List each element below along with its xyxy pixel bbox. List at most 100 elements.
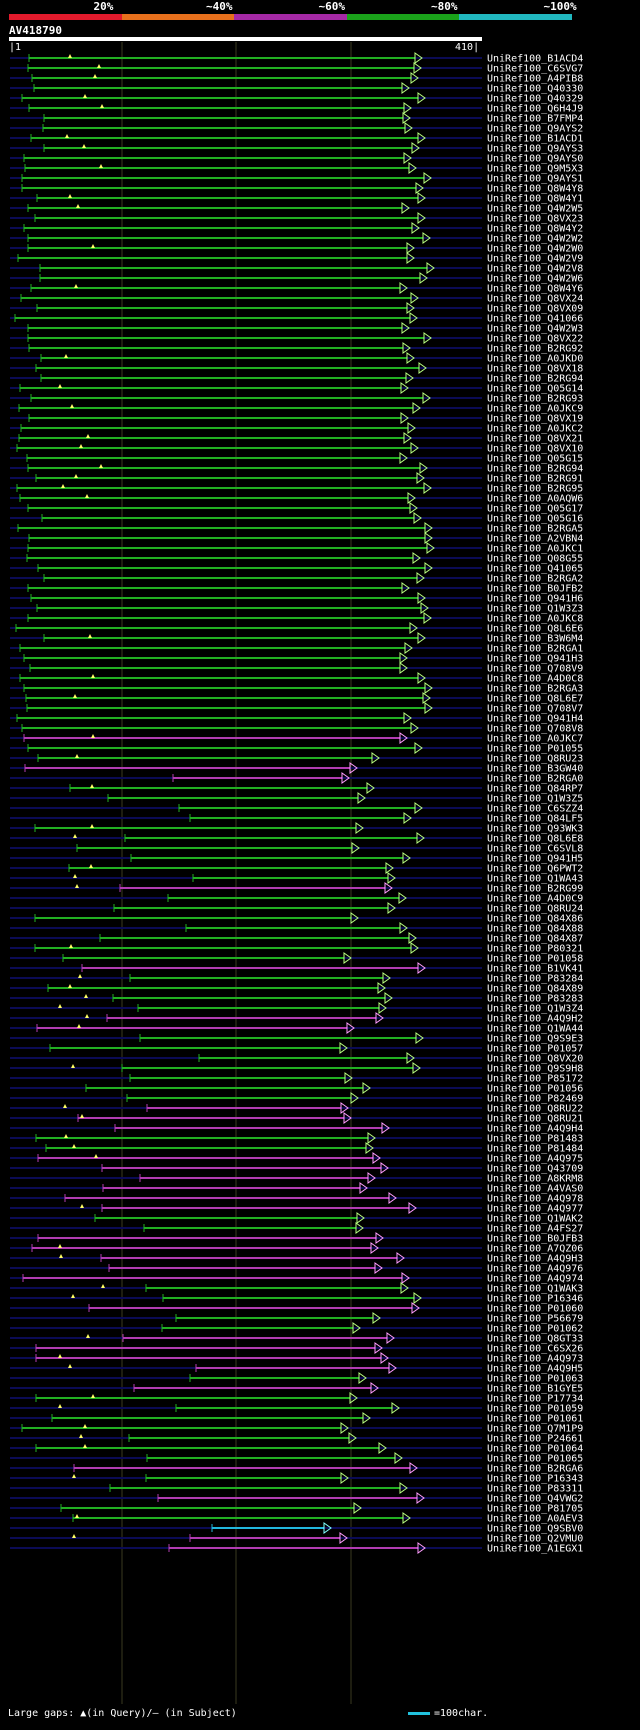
hit-row[interactable]: UniRef100_P80321 [10,942,583,955]
hit-row[interactable]: UniRef100_P82469 [10,1092,583,1105]
hit-row[interactable]: UniRef100_Q8VX19 [10,412,583,425]
hit-row[interactable]: UniRef100_Q4W2W6 [10,272,583,285]
hit-label[interactable]: UniRef100_P81484 [487,1144,583,1155]
hit-label[interactable]: UniRef100_Q84X86 [487,914,583,925]
hit-label[interactable]: UniRef100_Q1WA44 [487,1024,583,1035]
hit-label[interactable]: UniRef100_P17734 [487,1394,583,1405]
hit-row[interactable]: UniRef100_P01064 [10,1442,583,1455]
hit-row[interactable]: UniRef100_Q9AYS3 [10,142,583,155]
hit-label[interactable]: UniRef100_A0JKC7 [487,734,583,745]
hit-label[interactable]: UniRef100_B3W6M4 [487,634,583,645]
hit-row[interactable]: UniRef100_A4VAS0 [10,1182,583,1195]
hit-row[interactable]: UniRef100_P24661 [10,1432,583,1445]
hit-row[interactable]: UniRef100_A4D0C9 [10,892,583,905]
hit-label[interactable]: UniRef100_Q4VWG2 [487,1494,583,1505]
hit-row[interactable]: UniRef100_Q9AYS0 [10,152,583,165]
hit-row[interactable]: UniRef100_Q8L6E7 [10,692,583,705]
hit-row[interactable]: UniRef100_Q8RU23 [10,752,583,765]
hit-label[interactable]: UniRef100_B1ACD4 [487,54,583,65]
hit-row[interactable]: UniRef100_B7FMP4 [10,112,583,125]
hit-label[interactable]: UniRef100_B2RGA3 [487,684,583,695]
hit-row[interactable]: UniRef100_B1GYE5 [10,1382,583,1395]
hit-row[interactable]: UniRef100_Q40329 [10,92,583,105]
hit-label[interactable]: UniRef100_Q8W4Y8 [487,184,583,195]
hit-row[interactable]: UniRef100_B3GW40 [10,762,583,775]
hit-row[interactable]: UniRef100_Q8VX21 [10,432,583,445]
hit-row[interactable]: UniRef100_P01058 [10,952,583,965]
hit-label[interactable]: UniRef100_Q8VX24 [487,294,583,305]
hit-row[interactable]: UniRef100_Q2VMU0 [10,1532,583,1545]
hit-label[interactable]: UniRef100_Q1WA43 [487,874,583,885]
hit-row[interactable]: UniRef100_Q8VX10 [10,442,583,455]
hit-label[interactable]: UniRef100_B2RG93 [487,394,583,405]
hit-row[interactable]: UniRef100_Q8W4Y2 [10,222,583,235]
hit-row[interactable]: UniRef100_A4Q976 [10,1262,583,1275]
hit-row[interactable]: UniRef100_A4Q9H3 [10,1252,583,1265]
hit-row[interactable]: UniRef100_P83283 [10,992,583,1005]
hit-label[interactable]: UniRef100_Q4W2W0 [487,244,583,255]
hit-row[interactable]: UniRef100_Q41066 [10,312,583,325]
hit-row[interactable]: UniRef100_Q4W2W5 [10,202,583,215]
hit-row[interactable]: UniRef100_C6SVG7 [10,62,583,75]
hit-label[interactable]: UniRef100_A4Q9H2 [487,1014,583,1025]
hit-label[interactable]: UniRef100_Q9AYS1 [487,174,583,185]
hit-row[interactable]: UniRef100_Q8VX23 [10,212,583,225]
hit-row[interactable]: UniRef100_Q8L6E8 [10,832,583,845]
hit-label[interactable]: UniRef100_A8KRM8 [487,1174,583,1185]
hit-label[interactable]: UniRef100_A4Q973 [487,1354,583,1365]
hit-label[interactable]: UniRef100_Q8RU21 [487,1114,583,1125]
hit-row[interactable]: UniRef100_Q8VX22 [10,332,583,345]
hit-row[interactable]: UniRef100_Q4W2W2 [10,232,583,245]
hit-label[interactable]: UniRef100_P01059 [487,1404,583,1415]
hit-row[interactable]: UniRef100_A4FS27 [10,1222,583,1235]
hit-label[interactable]: UniRef100_Q2VMU0 [487,1534,583,1545]
hit-row[interactable]: UniRef100_Q8VX20 [10,1052,583,1065]
hit-label[interactable]: UniRef100_Q8VX19 [487,414,583,425]
hit-label[interactable]: UniRef100_P81483 [487,1134,583,1145]
hit-label[interactable]: UniRef100_Q8W4Y1 [487,194,583,205]
hit-row[interactable]: UniRef100_B2RG95 [10,482,583,495]
hit-row[interactable]: UniRef100_Q08G55 [10,552,583,565]
hit-label[interactable]: UniRef100_Q8VX10 [487,444,583,455]
hit-label[interactable]: UniRef100_Q8L6E7 [487,694,583,705]
hit-row[interactable]: UniRef100_Q8W4Y1 [10,192,583,205]
hit-label[interactable]: UniRef100_Q1W3Z3 [487,604,583,615]
hit-label[interactable]: UniRef100_Q4W2W6 [487,274,583,285]
hit-row[interactable]: UniRef100_Q708V8 [10,722,583,735]
hit-row[interactable]: UniRef100_B0JFB2 [10,582,583,595]
hit-row[interactable]: UniRef100_Q9S9H8 [10,1062,583,1075]
hit-label[interactable]: UniRef100_Q8L6E6 [487,624,583,635]
hit-label[interactable]: UniRef100_Q41066 [487,314,583,325]
hit-label[interactable]: UniRef100_A4Q9H5 [487,1364,583,1375]
hit-label[interactable]: UniRef100_P01056 [487,1084,583,1095]
hit-label[interactable]: UniRef100_Q6H4J9 [487,104,583,115]
hit-label[interactable]: UniRef100_C6SVG7 [487,64,583,75]
hit-label[interactable]: UniRef100_P83284 [487,974,583,985]
hit-row[interactable]: UniRef100_Q84X89 [10,982,583,995]
hit-row[interactable]: UniRef100_P81483 [10,1132,583,1145]
hit-row[interactable]: UniRef100_P83284 [10,972,583,985]
hit-label[interactable]: UniRef100_A0JKC8 [487,614,583,625]
hit-label[interactable]: UniRef100_Q8GT33 [487,1334,583,1345]
hit-row[interactable]: UniRef100_Q941H6 [10,592,583,605]
hit-label[interactable]: UniRef100_Q1WAK2 [487,1214,583,1225]
hit-label[interactable]: UniRef100_Q941H3 [487,654,583,665]
hit-label[interactable]: UniRef100_B2RG94 [487,374,583,385]
hit-label[interactable]: UniRef100_Q40330 [487,84,583,95]
hit-row[interactable]: UniRef100_B0JFB3 [10,1232,583,1245]
hit-row[interactable]: UniRef100_Q1WAK2 [10,1212,583,1225]
hit-label[interactable]: UniRef100_P80321 [487,944,583,955]
hit-label[interactable]: UniRef100_Q9AYS3 [487,144,583,155]
hit-label[interactable]: UniRef100_Q8RU24 [487,904,583,915]
hit-label[interactable]: UniRef100_A0AQW6 [487,494,583,505]
hit-label[interactable]: UniRef100_P01061 [487,1414,583,1425]
hit-label[interactable]: UniRef100_P01057 [487,1044,583,1055]
hit-label[interactable]: UniRef100_Q941H6 [487,594,583,605]
hit-label[interactable]: UniRef100_P01062 [487,1324,583,1335]
hit-row[interactable]: UniRef100_P01056 [10,1082,583,1095]
hit-label[interactable]: UniRef100_Q8RU23 [487,754,583,765]
hit-row[interactable]: UniRef100_B2RGA3 [10,682,583,695]
hit-label[interactable]: UniRef100_B2RG94 [487,464,583,475]
hit-label[interactable]: UniRef100_P24661 [487,1434,583,1445]
hit-row[interactable]: UniRef100_A4Q977 [10,1202,583,1215]
